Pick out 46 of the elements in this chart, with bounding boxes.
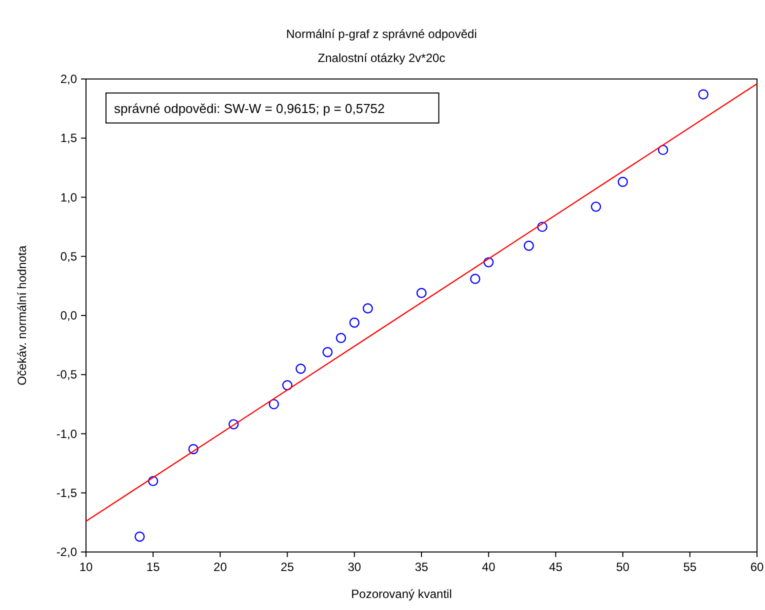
y-tick-label: 1,0 [60, 190, 78, 204]
point [524, 240, 534, 251]
x-tick-label: 55 [683, 560, 697, 574]
chart-subtitle: Znalostní otázky 2v*20c [318, 51, 446, 65]
point [296, 364, 306, 374]
point [484, 257, 494, 268]
point [698, 89, 708, 100]
point [349, 318, 360, 328]
x-tick-label: 20 [214, 560, 228, 574]
point [228, 419, 239, 430]
point [282, 380, 292, 390]
annotation: správné odpovědi: SW-W = 0,9615; p = 0,5752 [114, 101, 385, 116]
x-tick-label: 25 [280, 560, 294, 574]
y-tick-label: -0,5 [56, 368, 78, 382]
x-tick-label: 15 [146, 560, 160, 574]
x-tick-label: 10 [79, 560, 93, 574]
point [590, 202, 602, 212]
y-tick-label: 1,5 [60, 131, 78, 146]
point [148, 476, 158, 486]
point [268, 399, 279, 410]
x-tick-label: 50 [616, 560, 630, 574]
x-tick-label: 35 [414, 560, 428, 574]
y-tick-label: 0,0 [60, 308, 78, 322]
x-tick-label: 40 [482, 560, 496, 574]
x-axis-title: Pozorovaný kvantil [351, 587, 452, 601]
point [470, 274, 480, 284]
chart-title: Normální p-graf z správné odpovědi [286, 27, 477, 41]
point [362, 303, 373, 314]
point [537, 222, 548, 232]
y-tick-label: -2,0 [56, 545, 78, 559]
y-tick-label: -1,0 [56, 426, 78, 441]
x-tick-label: 45 [549, 560, 563, 574]
x-tick-label: 60 [750, 560, 764, 574]
text-box: správné odpovědi: SW-W = 0,9615; p = 0,5752 [106, 92, 440, 124]
y-tick-label: -1,5 [56, 486, 78, 500]
point [322, 347, 333, 358]
point [188, 444, 198, 454]
y-tick-label: 2,0 [60, 72, 78, 86]
y-tick-label: 0,5 [60, 249, 78, 264]
x-tick-label: 30 [348, 560, 362, 574]
point [416, 288, 427, 298]
y-axis-title: Očekáv. normální hodnota [15, 245, 29, 386]
point [134, 532, 145, 542]
point [336, 332, 346, 344]
point [618, 176, 628, 187]
point [658, 144, 668, 156]
